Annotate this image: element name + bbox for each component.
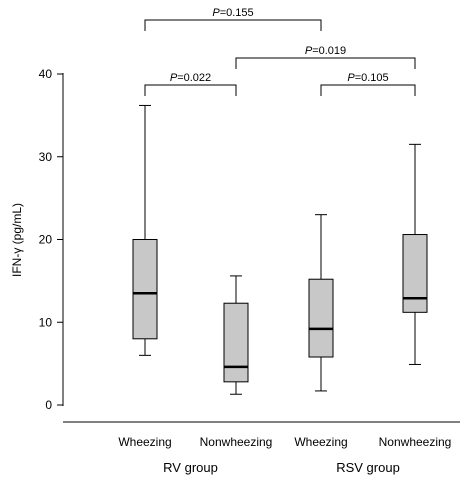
group-label: RV group <box>163 460 218 475</box>
p-value: =0.019 <box>312 45 346 57</box>
iqr-box <box>402 234 428 313</box>
axes <box>62 73 460 423</box>
group-label: RSV group <box>336 460 400 475</box>
y-tick-label: 10 <box>39 315 53 329</box>
y-ticks: 0 10 20 30 40 <box>39 67 63 412</box>
box-3 <box>308 214 334 392</box>
iqr-box <box>308 278 334 358</box>
comparison-2: P=0.019 <box>235 45 416 69</box>
box-1 <box>132 104 158 356</box>
comparison-bracket <box>320 84 416 96</box>
p-value: =0.022 <box>177 72 211 84</box>
iqr-box <box>132 239 158 340</box>
comparison-3: P=0.022 <box>144 72 237 96</box>
comparison-bracket <box>235 57 416 69</box>
box-4 <box>402 143 428 365</box>
comparison-1: P=0.155 <box>144 7 322 31</box>
y-tick-label: 40 <box>39 67 53 81</box>
x-category-label: Nonwheezing <box>200 435 273 449</box>
x-category-label: Wheezing <box>294 435 347 449</box>
p-symbol: P <box>212 7 220 19</box>
y-tick-label: 30 <box>39 150 53 164</box>
p-value-label: P=0.022 <box>170 72 211 84</box>
boxes <box>132 104 428 395</box>
iqr-box <box>223 302 249 383</box>
x-labels: Wheezing Nonwheezing Wheezing Nonwheezing RV… <box>118 435 451 475</box>
y-tick-label: 0 <box>45 398 52 412</box>
box-2 <box>223 275 249 395</box>
comparison-bracket <box>144 19 322 31</box>
p-value-label: P=0.019 <box>305 45 346 57</box>
p-value: =0.105 <box>355 72 389 84</box>
comparison-bracket <box>144 84 237 96</box>
x-category-label: Nonwheezing <box>379 435 452 449</box>
p-value: =0.155 <box>220 7 254 19</box>
comparison-4: P=0.105 <box>320 72 416 96</box>
p-symbol: P <box>305 45 313 57</box>
p-value-label: P=0.105 <box>347 72 388 84</box>
p-value-label: P=0.155 <box>212 7 253 19</box>
y-tick-label: 20 <box>39 233 53 247</box>
x-category-label: Wheezing <box>118 435 171 449</box>
p-symbol: P <box>347 72 355 84</box>
p-symbol: P <box>170 72 178 84</box>
y-axis-label: IFN-γ (pg/mL) <box>10 203 24 277</box>
